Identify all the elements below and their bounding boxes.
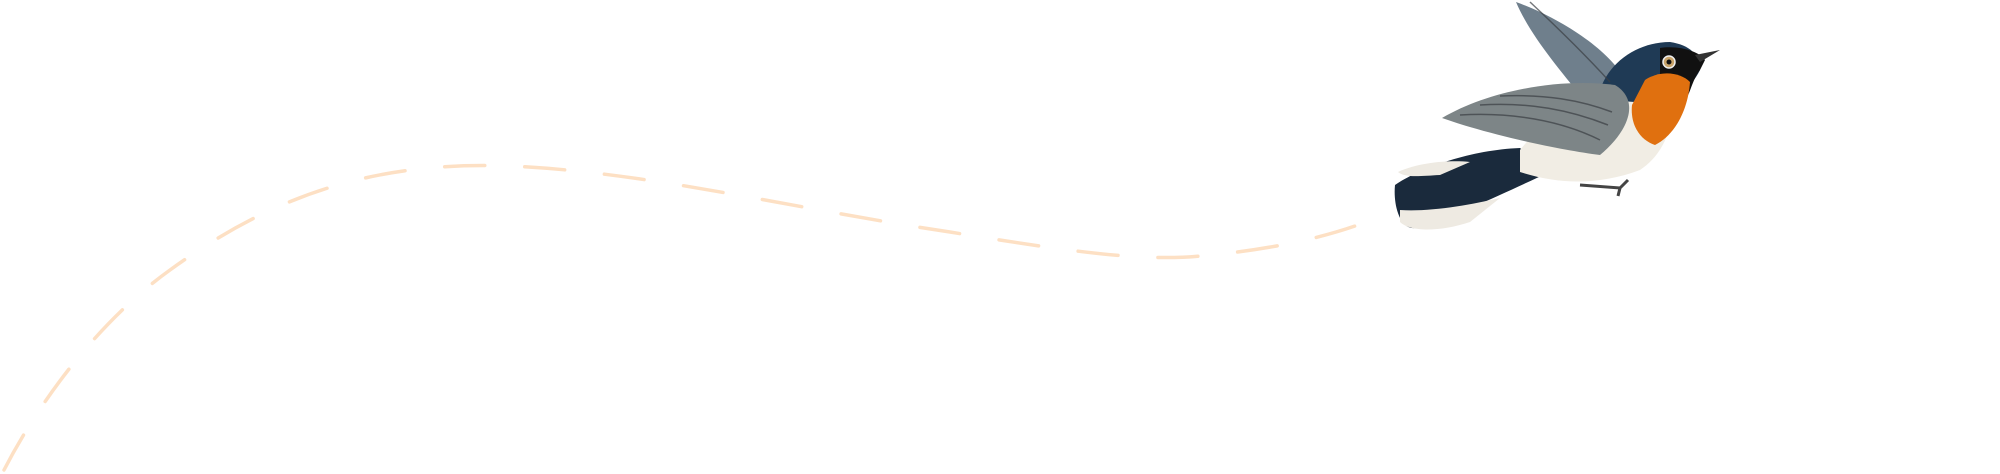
- bird-icon: [1394, 1, 1720, 230]
- dashed-flight-path: [2, 163, 1357, 472]
